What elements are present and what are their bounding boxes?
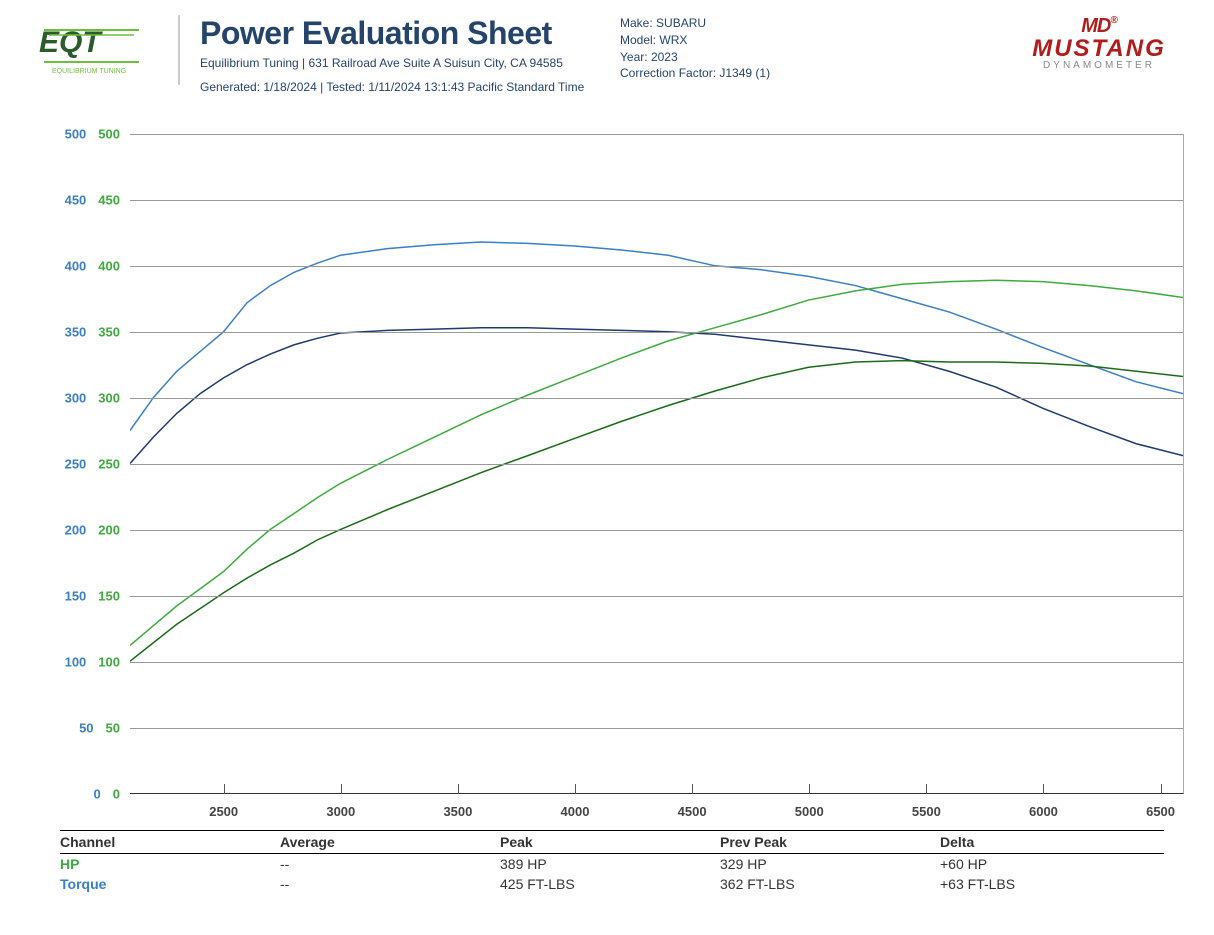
gridline <box>130 662 1183 663</box>
x-tick: 2500 <box>209 804 238 819</box>
plot-area <box>130 134 1184 794</box>
cell-prev-peak: 329 HP <box>720 856 940 872</box>
results-table: Channel Average Peak Prev Peak Delta HP-… <box>60 830 1164 894</box>
th-average: Average <box>280 834 500 850</box>
title-block: Power Evaluation Sheet Equilibrium Tunin… <box>200 15 600 94</box>
y-tick: 100100 <box>65 655 120 670</box>
y-tick: 150150 <box>65 589 120 604</box>
x-tick-mark <box>1043 784 1044 794</box>
x-tick-mark <box>809 784 810 794</box>
x-tick-mark <box>458 784 459 794</box>
cell-channel: Torque <box>60 876 280 892</box>
cell-delta: +63 FT-LBS <box>940 876 1160 892</box>
x-tick-mark <box>341 784 342 794</box>
vehicle-meta: Make: SUBARU Model: WRX Year: 2023 Corre… <box>620 15 770 82</box>
meta-year: Year: 2023 <box>620 49 770 66</box>
gridline <box>130 596 1183 597</box>
mustang-text: MUSTANG <box>1014 38 1184 60</box>
y-tick: 350350 <box>65 325 120 340</box>
cell-peak: 389 HP <box>500 856 720 872</box>
eqt-logo: EQT EQUILIBRIUM TUNING <box>30 15 180 85</box>
th-delta: Delta <box>940 834 1160 850</box>
x-tick: 6500 <box>1146 804 1175 819</box>
company-line: Equilibrium Tuning | 631 Railroad Ave Su… <box>200 56 600 70</box>
x-tick: 6000 <box>1029 804 1058 819</box>
gridline <box>130 398 1183 399</box>
mustang-dyno-logo: MD® MUSTANG DYNAMOMETER <box>1014 15 1184 71</box>
cell-average: -- <box>280 856 500 872</box>
y-tick: 5050 <box>79 721 120 736</box>
page-title: Power Evaluation Sheet <box>200 15 600 52</box>
gridline <box>130 134 1183 135</box>
y-tick: 00 <box>94 787 120 802</box>
x-tick: 5000 <box>795 804 824 819</box>
cell-peak: 425 FT-LBS <box>500 876 720 892</box>
meta-model: Model: WRX <box>620 32 770 49</box>
series-tq_prev <box>130 328 1183 464</box>
y-tick: 400400 <box>65 259 120 274</box>
table-header: Channel Average Peak Prev Peak Delta <box>60 830 1164 854</box>
x-tick: 4000 <box>561 804 590 819</box>
x-tick: 3000 <box>326 804 355 819</box>
gridline <box>130 332 1183 333</box>
y-tick: 500500 <box>65 127 120 142</box>
cell-channel: HP <box>60 856 280 872</box>
y-axis: 0050501001001501502002002502503003003503… <box>30 134 120 794</box>
cell-delta: +60 HP <box>940 856 1160 872</box>
table-row: HP--389 HP329 HP+60 HP <box>60 854 1164 874</box>
y-tick: 250250 <box>65 457 120 472</box>
x-tick-mark <box>692 784 693 794</box>
generated-line: Generated: 1/18/2024 | Tested: 1/11/2024… <box>200 80 600 94</box>
th-prev-peak: Prev Peak <box>720 834 940 850</box>
cell-average: -- <box>280 876 500 892</box>
table-row: Torque--425 FT-LBS362 FT-LBS+63 FT-LBS <box>60 874 1164 894</box>
x-tick-mark <box>926 784 927 794</box>
series-hp_current <box>130 280 1183 645</box>
y-tick: 200200 <box>65 523 120 538</box>
meta-make: Make: SUBARU <box>620 15 770 32</box>
series-tq_current <box>130 242 1183 431</box>
x-tick-mark <box>575 784 576 794</box>
y-tick: 300300 <box>65 391 120 406</box>
th-channel: Channel <box>60 834 280 850</box>
x-tick: 4500 <box>678 804 707 819</box>
x-tick-mark <box>224 784 225 794</box>
meta-cf: Correction Factor: J1349 (1) <box>620 65 770 82</box>
y-tick: 450450 <box>65 193 120 208</box>
gridline <box>130 200 1183 201</box>
cell-prev-peak: 362 FT-LBS <box>720 876 940 892</box>
header: EQT EQUILIBRIUM TUNING Power Evaluation … <box>0 0 1214 104</box>
gridline <box>130 464 1183 465</box>
series-hp_prev <box>130 361 1183 662</box>
x-tick-mark <box>1161 784 1162 794</box>
th-peak: Peak <box>500 834 720 850</box>
x-tick: 3500 <box>443 804 472 819</box>
gridline <box>130 530 1183 531</box>
eqt-logo-subtext: EQUILIBRIUM TUNING <box>52 68 126 75</box>
gridline <box>130 728 1183 729</box>
gridline <box>130 266 1183 267</box>
x-tick: 5500 <box>912 804 941 819</box>
